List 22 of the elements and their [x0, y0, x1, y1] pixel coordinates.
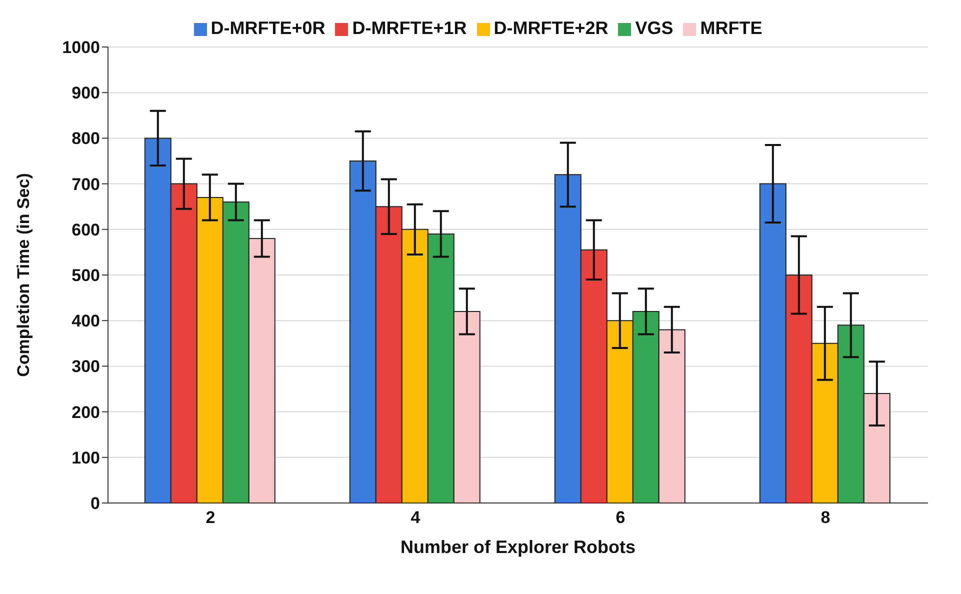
x-axis-title: Number of Explorer Robots [400, 537, 636, 557]
y-tick-label: 1000 [62, 38, 100, 58]
x-tick-label: 6 [616, 508, 626, 528]
y-tick-label: 700 [72, 174, 100, 194]
x-tick-label: 2 [206, 508, 216, 528]
y-tick-label: 500 [72, 266, 100, 286]
legend-label: D-MRFTE+1R [352, 18, 467, 38]
y-tick-label: 0 [90, 494, 100, 514]
legend-label: D-MRFTE+2R [494, 18, 608, 38]
y-tick-label: 800 [72, 129, 100, 148]
x-tick-label: 8 [820, 508, 830, 528]
y-tick-label: 200 [72, 402, 100, 422]
legend-label: VGS [635, 18, 674, 38]
x-tick-label: 4 [410, 508, 421, 528]
y-tick-label: 600 [72, 220, 100, 240]
y-tick-label: 400 [72, 312, 100, 331]
y-axis-title: Completion Time (in Sec) [14, 173, 34, 377]
y-tick-label: 900 [72, 84, 100, 103]
legend-label: MRFTE [700, 18, 762, 38]
y-tick-label: 100 [72, 448, 100, 468]
legend-label: D-MRFTE+0R [210, 18, 326, 38]
y-tick-label: 300 [72, 357, 100, 376]
